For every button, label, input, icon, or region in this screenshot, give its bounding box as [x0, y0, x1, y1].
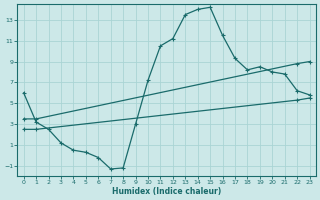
- X-axis label: Humidex (Indice chaleur): Humidex (Indice chaleur): [112, 187, 221, 196]
